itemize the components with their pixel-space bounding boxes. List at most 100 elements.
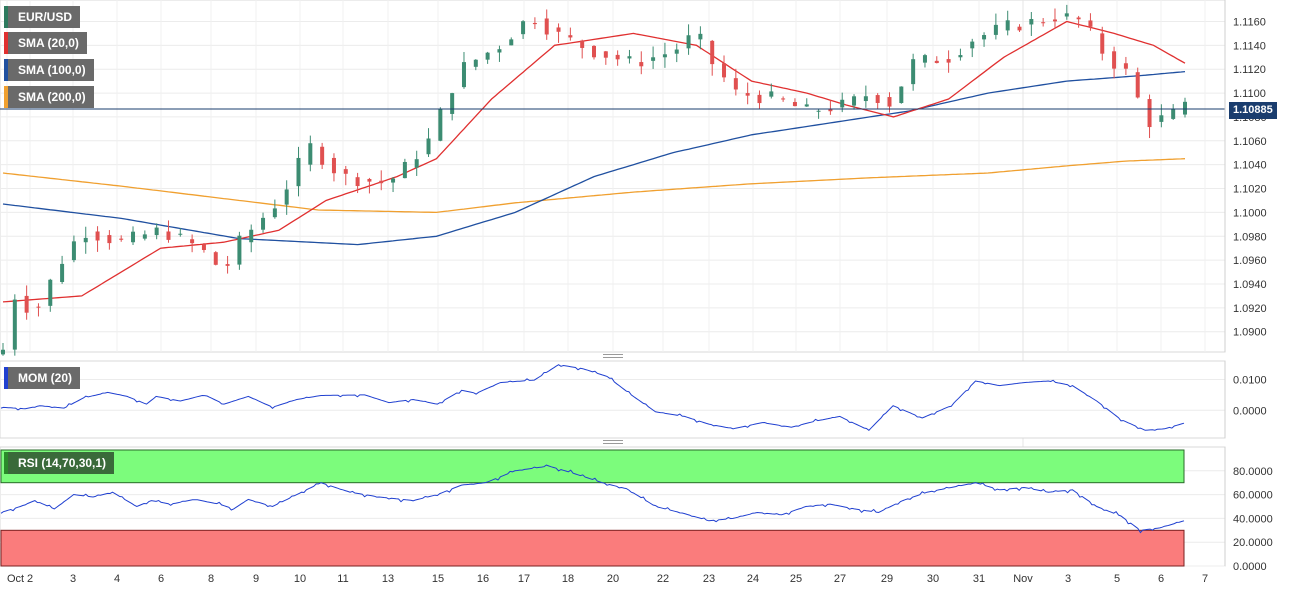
bearish-candle <box>710 40 715 65</box>
bullish-candle <box>485 52 490 60</box>
bearish-candle <box>201 244 206 250</box>
rsi-oversold-zone <box>0 529 1185 567</box>
price-tick-label: 1.1020 <box>1233 184 1267 196</box>
bullish-candle <box>698 33 703 40</box>
sma200-legend[interactable]: SMA (200,0) <box>4 86 94 108</box>
current-price-badge: 1.10885 <box>1229 102 1277 119</box>
bearish-candle <box>225 264 230 266</box>
rsi-line <box>0 464 1185 534</box>
mom-y-axis: 0.0000 0.0100 <box>1224 361 1267 438</box>
x-tick-label: 20 <box>607 573 619 585</box>
rsi-tick-label: 0.0000 <box>1233 561 1267 573</box>
bullish-candle <box>12 299 17 350</box>
bullish-candle <box>249 229 254 243</box>
bullish-candle <box>402 161 407 179</box>
price-panel: 1.0900 1.0920 1.0940 1.0960 1.0980 1.1000 1.10… <box>0 0 1267 566</box>
x-tick-label: 9 <box>253 573 259 585</box>
rsi-legend[interactable]: RSI (14,70,30,1) <box>4 452 115 474</box>
x-tick-label: 22 <box>657 573 669 585</box>
bullish-candle <box>414 159 419 168</box>
bearish-candle <box>946 59 951 63</box>
bearish-candle <box>379 180 384 184</box>
bearish-candle <box>828 109 833 112</box>
bearish-candle <box>733 78 738 90</box>
bearish-candle <box>722 63 727 78</box>
bullish-candle <box>272 208 277 218</box>
panel-resize-handle[interactable] <box>603 440 623 444</box>
x-tick-label: 29 <box>881 573 893 585</box>
sma100-legend[interactable]: SMA (100,0) <box>4 59 94 81</box>
x-tick-label: 15 <box>432 573 444 585</box>
price-tick-label: 1.0960 <box>1233 255 1267 267</box>
x-tick-label: 13 <box>382 573 394 585</box>
x-tick-label: 25 <box>790 573 802 585</box>
bullish-candle <box>627 56 632 59</box>
bearish-candle <box>532 22 537 25</box>
x-tick-label: 6 <box>158 573 164 585</box>
bearish-candle <box>544 18 549 35</box>
bullish-candle <box>178 233 183 235</box>
bearish-candle <box>934 60 939 64</box>
panel-resize-handle[interactable] <box>603 354 623 358</box>
bullish-candle <box>284 189 289 205</box>
bullish-candle <box>438 109 443 141</box>
bullish-candle <box>863 96 868 102</box>
bullish-candle <box>686 35 691 49</box>
sma100-line <box>2 70 1186 246</box>
bullish-candle <box>1183 101 1187 115</box>
bullish-candle <box>83 237 88 243</box>
sma100-path <box>2 70 1186 246</box>
bullish-candle <box>473 59 478 67</box>
sma20-legend[interactable]: SMA (20,0) <box>4 32 87 54</box>
mom-legend[interactable]: MOM (20) <box>4 367 80 389</box>
mom-panel-background <box>0 360 1226 439</box>
x-tick-label: 17 <box>518 573 530 585</box>
price-tick-label: 1.1040 <box>1233 160 1267 172</box>
bearish-candle <box>213 252 218 265</box>
bearish-candle <box>36 306 41 308</box>
sma20-line <box>2 20 1186 303</box>
rsi-overbought-zone <box>0 449 1185 484</box>
bearish-candle <box>781 98 786 100</box>
rsi-tick-label: 20.0000 <box>1233 537 1273 549</box>
price-gridlines <box>0 0 1225 566</box>
bearish-candle <box>1076 17 1081 20</box>
bearish-candle <box>757 94 762 104</box>
bearish-candle <box>343 169 348 174</box>
bullish-candle <box>391 178 396 183</box>
bearish-candle <box>887 97 892 107</box>
x-tick-label: 30 <box>927 573 939 585</box>
bearish-candle <box>95 231 100 241</box>
bullish-candle <box>674 49 679 54</box>
bearish-candle <box>1135 72 1140 98</box>
bullish-candle <box>911 59 916 85</box>
bullish-candle <box>261 217 266 230</box>
mom-panel: 0.0000 0.0100 <box>0 360 1267 439</box>
price-tick-label: 1.1000 <box>1233 207 1267 219</box>
bullish-candle <box>461 62 466 88</box>
bearish-candle <box>119 238 124 240</box>
bullish-candle <box>509 39 514 46</box>
bullish-candle <box>521 21 526 35</box>
x-tick-label: 27 <box>834 573 846 585</box>
bullish-candle <box>899 86 904 104</box>
bullish-candle <box>426 138 431 155</box>
x-tick-label: 23 <box>703 573 715 585</box>
rsi-tick-label: 40.0000 <box>1233 513 1273 525</box>
x-tick-label: 11 <box>337 573 348 585</box>
x-tick-label: 4 <box>114 573 120 585</box>
x-tick-label: 7 <box>1202 573 1208 585</box>
symbol-legend[interactable]: EUR/USD <box>4 6 81 28</box>
bearish-candle <box>556 27 561 32</box>
bullish-candle <box>1064 13 1069 17</box>
x-tick-label: 5 <box>1114 573 1120 585</box>
bearish-candle <box>190 239 195 244</box>
bearish-candle <box>331 157 336 174</box>
mom-tick-label: 0.0000 <box>1233 405 1267 417</box>
bullish-candle <box>852 96 857 106</box>
bearish-candle <box>615 54 620 60</box>
bullish-candle <box>840 99 845 108</box>
bullish-candle <box>450 93 455 114</box>
sma20-path <box>2 20 1186 303</box>
